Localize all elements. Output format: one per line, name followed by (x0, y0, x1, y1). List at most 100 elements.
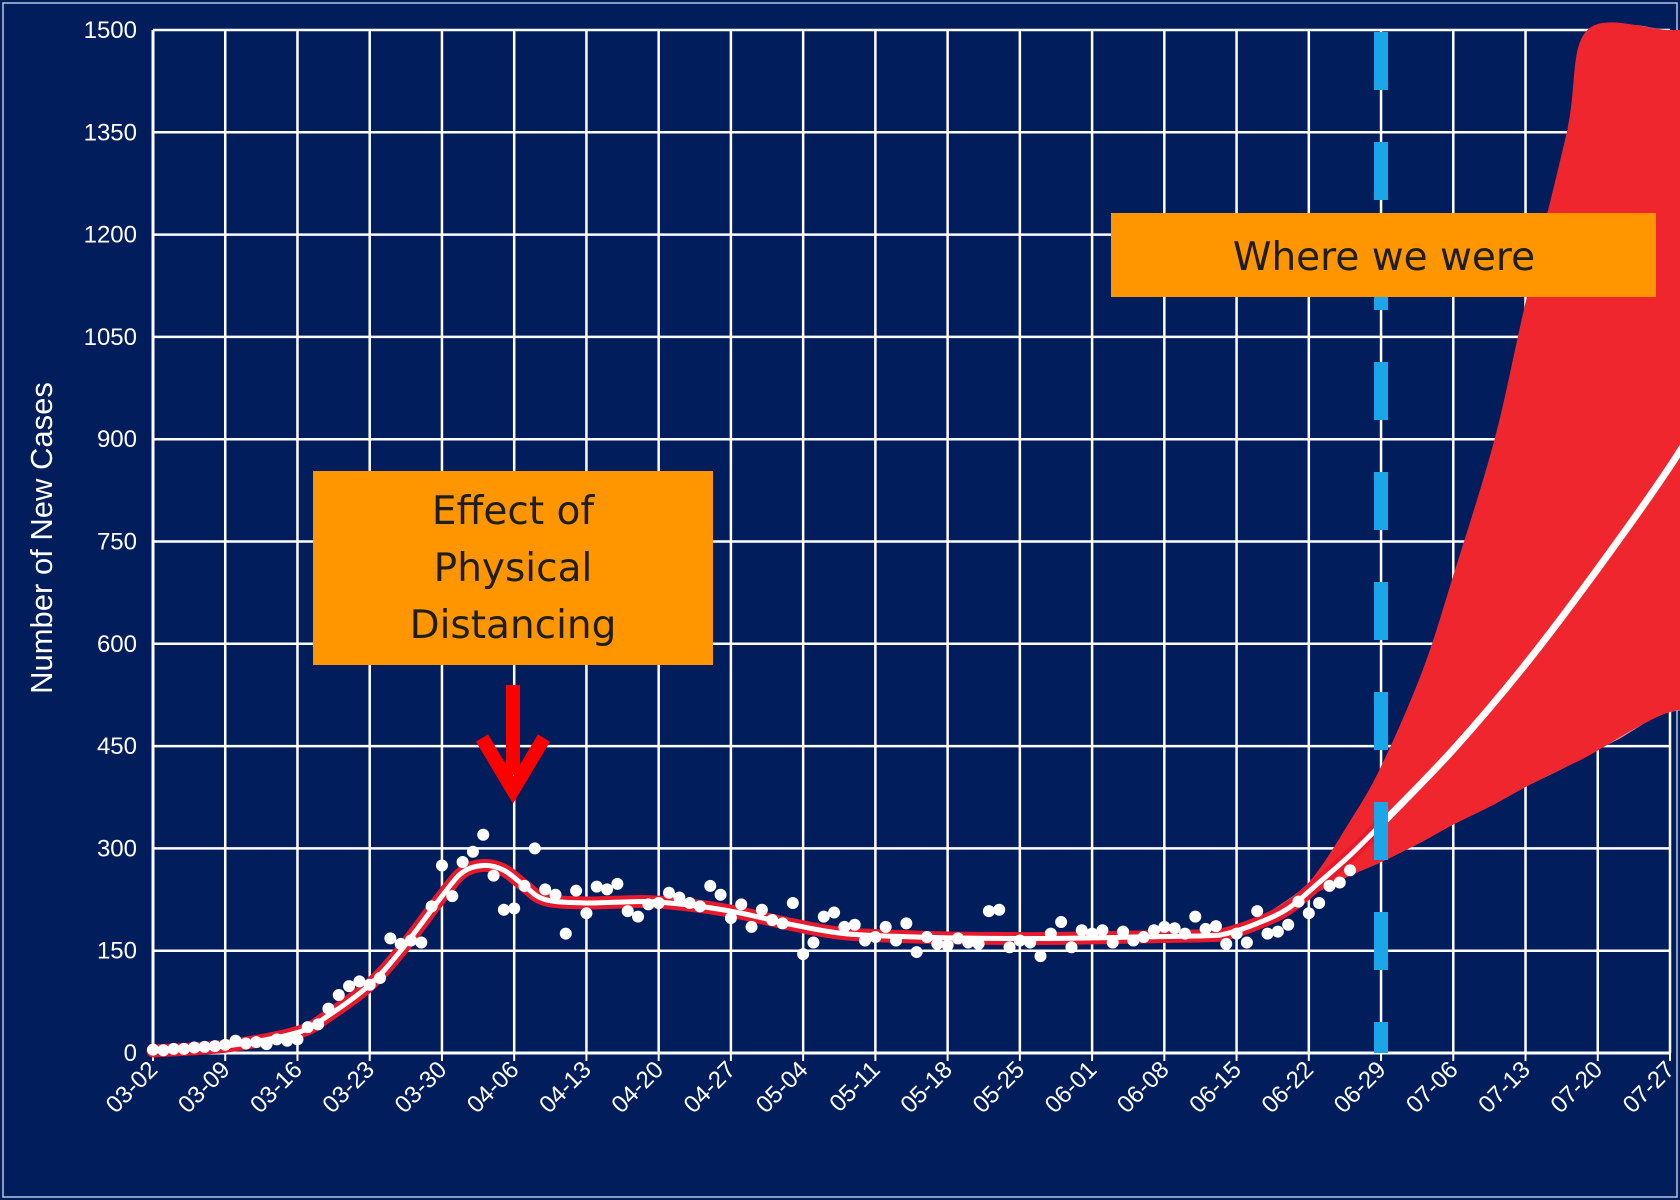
y-tick-label: 1350 (84, 119, 137, 146)
y-axis-label: Number of New Cases (24, 382, 59, 694)
observed-point (570, 884, 583, 897)
observed-point (848, 918, 861, 931)
observed-point (982, 905, 995, 918)
observed-point (838, 920, 851, 933)
observed-point (1282, 918, 1295, 931)
observed-point (1240, 936, 1253, 949)
annotation-where-box (1111, 213, 1656, 297)
x-tick-label: 07-06 (1401, 1056, 1464, 1119)
observed-point (1024, 936, 1037, 949)
x-tick-label: 05-04 (751, 1056, 814, 1119)
observed-point (374, 971, 387, 984)
x-tick-label: 03-09 (173, 1056, 236, 1119)
annotation-distancing-arrow (475, 685, 551, 804)
annotation-line: Effect of (432, 489, 595, 534)
y-tick-label: 0 (124, 1040, 137, 1067)
projection-line (1377, 444, 1680, 829)
observed-point (456, 856, 469, 869)
y-tick-label: 1200 (84, 222, 137, 249)
observed-point (1344, 864, 1357, 877)
observed-point (683, 896, 696, 909)
observed-point (487, 869, 500, 882)
observed-point (446, 890, 459, 903)
observed-point (539, 883, 552, 896)
observed-point (1199, 922, 1212, 935)
observed-point (157, 1044, 170, 1057)
observed-point (941, 939, 954, 952)
observed-point (208, 1040, 221, 1053)
observed-point (1106, 936, 1119, 949)
observed-point (198, 1040, 211, 1053)
observed-point (745, 920, 758, 933)
observed-point (1261, 927, 1274, 940)
observed-point (786, 896, 799, 909)
y-tick-label: 1500 (84, 17, 137, 44)
observed-point (1075, 924, 1088, 937)
observed-point (662, 886, 675, 899)
observed-point (1117, 925, 1130, 938)
observed-point (559, 927, 572, 940)
observed-point (435, 859, 448, 872)
observed-point (1158, 920, 1171, 933)
observed-point (704, 879, 717, 892)
y-tick-label: 900 (97, 426, 137, 453)
projection-bands (1267, 22, 1680, 914)
observed-point (766, 914, 779, 927)
observed-point (219, 1038, 232, 1051)
projection-band-1 (1267, 22, 1680, 914)
observed-point (394, 937, 407, 950)
x-tick-label: 04-13 (534, 1056, 597, 1119)
observed-point (353, 975, 366, 988)
annotation-distancing-text: Effect of Physical Distancing (410, 489, 617, 648)
observed-point (1230, 927, 1243, 940)
x-tick-label: 07-13 (1473, 1056, 1536, 1119)
observed-point (1178, 927, 1191, 940)
observed-point (972, 937, 985, 950)
observed-point (1220, 937, 1233, 950)
observed-point (363, 978, 376, 991)
annotation-where-text: Where we were (1233, 235, 1535, 280)
annotation-distancing: Effect of Physical Distancing (313, 471, 713, 665)
observed-point (601, 883, 614, 896)
observed-point (1065, 941, 1078, 954)
observed-point (1333, 876, 1346, 889)
observed-point (693, 900, 706, 913)
observed-point (239, 1037, 252, 1050)
observed-point (270, 1033, 283, 1046)
observed-point (1086, 927, 1099, 940)
observed-point (343, 980, 356, 993)
observed-point (890, 934, 903, 947)
observed-point (1127, 934, 1140, 947)
observed-points (147, 828, 1357, 1057)
observed-point (1168, 922, 1181, 935)
observed-point (652, 896, 665, 909)
observed-point (1034, 950, 1047, 963)
observed-point (1137, 931, 1150, 944)
observed-point (951, 932, 964, 945)
observed-point (477, 828, 490, 841)
observed-point (188, 1041, 201, 1054)
observed-point (879, 920, 892, 933)
observed-point (859, 934, 872, 947)
x-tick-label: 07-27 (1618, 1056, 1680, 1119)
y-tick-label: 600 (97, 631, 137, 658)
y-tick-label: 150 (97, 938, 137, 965)
x-tick-label: 05-11 (824, 1056, 885, 1117)
observed-point (528, 842, 541, 855)
observed-point (229, 1034, 242, 1047)
observed-point (962, 936, 975, 949)
observed-point (714, 888, 727, 901)
observed-point (291, 1033, 304, 1046)
x-tick-label: 06-01 (1040, 1056, 1103, 1119)
observed-point (312, 1018, 325, 1031)
observed-point (920, 931, 933, 944)
observed-point (415, 936, 428, 949)
annotation-line: Physical (434, 546, 593, 591)
x-tick-label: 05-25 (968, 1056, 1031, 1119)
observed-point (508, 902, 521, 915)
observed-point (250, 1036, 263, 1049)
observed-point (632, 910, 645, 923)
x-tick-label: 07-20 (1546, 1056, 1609, 1119)
